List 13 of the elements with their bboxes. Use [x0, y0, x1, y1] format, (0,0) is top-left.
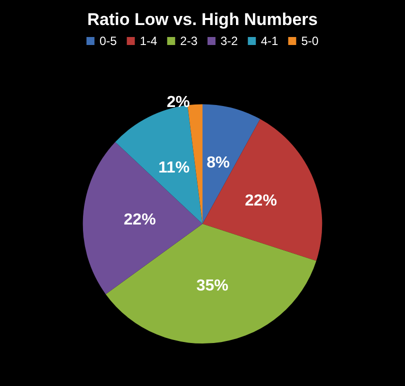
data-label: 2% [166, 94, 190, 111]
legend-label: 4-1 [260, 34, 279, 48]
legend-label: 5-0 [301, 34, 319, 48]
legend-label: 3-2 [220, 34, 238, 48]
data-label: 11% [158, 159, 190, 176]
data-label: 22% [124, 211, 156, 228]
legend-label: 2-3 [180, 34, 198, 48]
legend-label: 1-4 [140, 34, 158, 48]
data-label: 22% [244, 192, 277, 210]
data-label: 8% [206, 154, 230, 172]
chart-title: Ratio Low vs. High Numbers [87, 10, 318, 29]
data-label: 35% [196, 277, 228, 294]
legend-label: 0-5 [99, 34, 118, 48]
